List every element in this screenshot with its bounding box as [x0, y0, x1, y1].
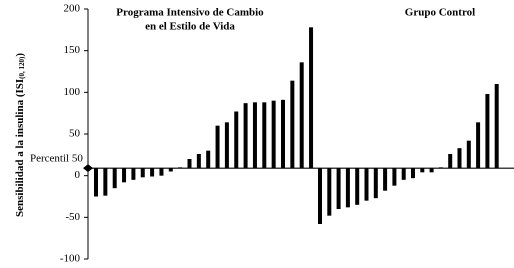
bar — [485, 94, 490, 169]
bar — [355, 168, 360, 205]
bar — [318, 168, 322, 224]
bar — [168, 168, 173, 172]
y-tick-label: 100 — [64, 86, 81, 98]
bar — [429, 168, 434, 173]
reference-label: Percentil 50 — [30, 153, 83, 165]
y-axis-title: Sensibilidad a la insulina (ISI(0, 120)) — [14, 53, 26, 217]
bar — [438, 167, 443, 169]
bar — [299, 62, 304, 169]
bar — [94, 168, 98, 197]
bar — [224, 122, 229, 169]
reference-marker — [83, 164, 93, 173]
bar — [234, 111, 239, 169]
group-title: Programa Intensivo de Cambio — [116, 7, 264, 19]
bar — [373, 168, 378, 199]
bar — [345, 168, 350, 208]
y-tick-label: 0 — [75, 169, 81, 181]
bar — [476, 122, 481, 169]
bar — [271, 100, 276, 169]
bar — [159, 168, 164, 176]
bar — [112, 168, 117, 189]
bar — [336, 168, 341, 209]
bar — [262, 102, 267, 169]
bar — [103, 168, 108, 196]
bar — [290, 80, 295, 169]
bar — [411, 168, 415, 179]
bar — [327, 168, 332, 216]
bar — [383, 168, 388, 191]
y-tick-label: 200 — [64, 3, 81, 15]
y-title-end: ) — [14, 53, 26, 57]
bar — [178, 167, 183, 169]
y-tick-label: 150 — [64, 44, 81, 56]
y-title-main: Sensibilidad a la insulina (ISI — [14, 79, 26, 217]
bar — [131, 168, 136, 180]
bar — [392, 168, 397, 186]
bar — [420, 168, 425, 173]
y-tick-label: -100 — [60, 253, 81, 265]
bar — [122, 168, 127, 183]
group-title: Grupo Control — [405, 7, 475, 19]
bar — [243, 103, 248, 169]
bar — [401, 168, 406, 180]
y-tick-label: 50 — [69, 128, 81, 140]
bar — [364, 168, 369, 201]
y-tick-label: -50 — [65, 211, 80, 223]
bar — [466, 140, 471, 169]
group-title: en el Estilo de Vida — [145, 21, 235, 33]
bar — [457, 148, 462, 169]
bar — [281, 99, 285, 169]
bar — [448, 154, 453, 169]
bar — [252, 102, 257, 169]
y-title-sub: (0, 120) — [18, 56, 26, 79]
bar — [196, 154, 201, 169]
bar — [309, 27, 314, 169]
bar — [206, 150, 211, 169]
bar — [494, 84, 499, 169]
bar — [140, 168, 145, 178]
bar — [187, 159, 192, 169]
bar — [150, 168, 155, 177]
bar — [215, 125, 220, 169]
